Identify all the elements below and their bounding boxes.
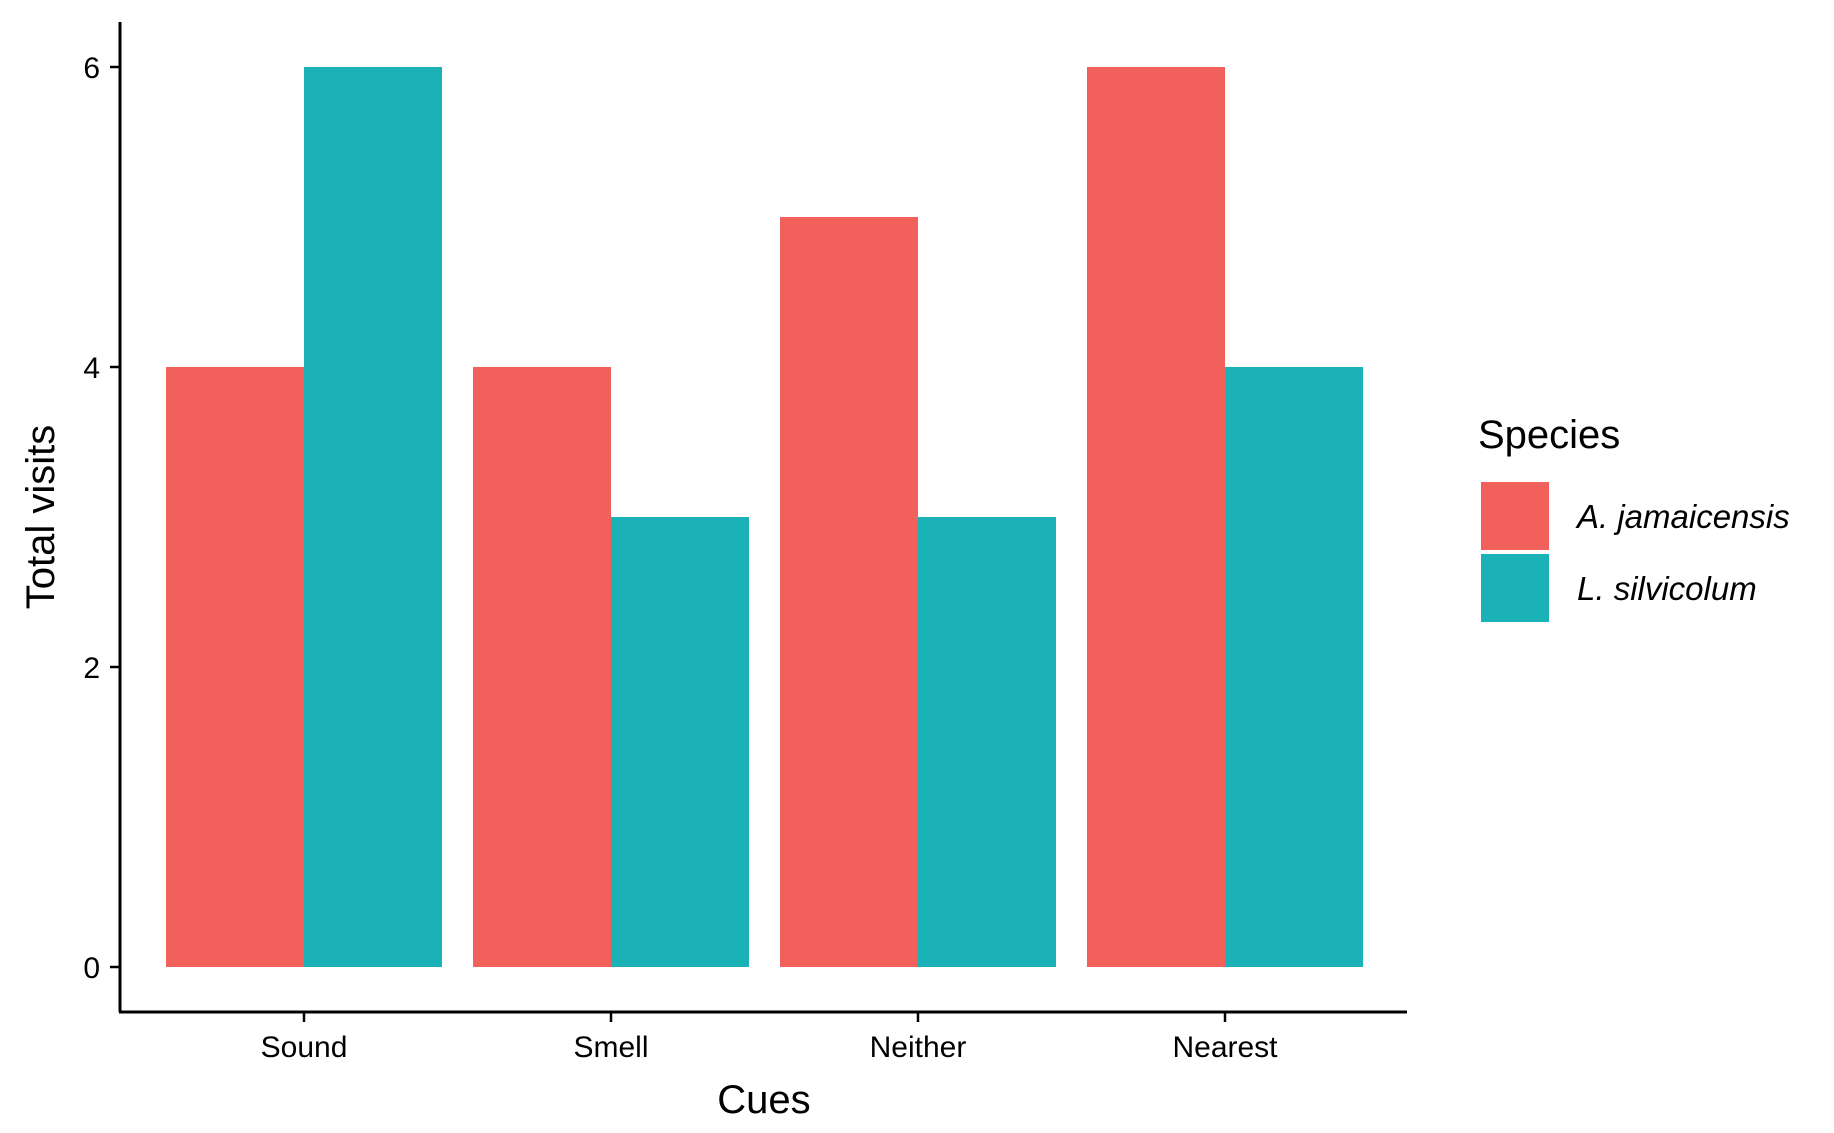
- bar-sound-series-2: [304, 67, 442, 967]
- legend: Species A. jamaicensis L. silvicolum: [1478, 413, 1790, 622]
- y-tick-label: 6: [83, 52, 100, 85]
- bar-nearest-series-2: [1225, 367, 1363, 967]
- legend-label: L. silvicolum: [1577, 570, 1757, 607]
- bar-sound-series-1: [166, 367, 304, 967]
- legend-swatch: [1481, 482, 1549, 550]
- bar-neither-series-2: [918, 517, 1056, 967]
- x-tick-label: Neither: [870, 1031, 967, 1064]
- x-tick-label: Sound: [261, 1031, 348, 1064]
- bar-smell-series-2: [611, 517, 749, 967]
- legend-swatch: [1481, 554, 1549, 622]
- bar-neither-series-1: [780, 217, 918, 967]
- bar-smell-series-1: [473, 367, 611, 967]
- bars-group: [166, 67, 1363, 967]
- x-tick-label: Nearest: [1172, 1031, 1278, 1064]
- legend-label: A. jamaicensis: [1575, 498, 1790, 535]
- y-tick-label: 0: [83, 952, 100, 985]
- x-axis-ticks: Sound Smell Neither Nearest: [261, 1012, 1278, 1064]
- legend-title: Species: [1478, 413, 1620, 457]
- bar-nearest-series-1: [1087, 67, 1225, 967]
- y-tick-label: 2: [83, 652, 100, 685]
- x-tick-label: Smell: [573, 1031, 648, 1064]
- x-axis-title: Cues: [717, 1078, 810, 1122]
- y-axis-title: Total visits: [19, 425, 63, 610]
- y-axis-ticks: 0 2 4 6: [83, 52, 120, 985]
- y-tick-label: 4: [83, 352, 100, 385]
- legend-items: A. jamaicensis L. silvicolum: [1481, 482, 1790, 622]
